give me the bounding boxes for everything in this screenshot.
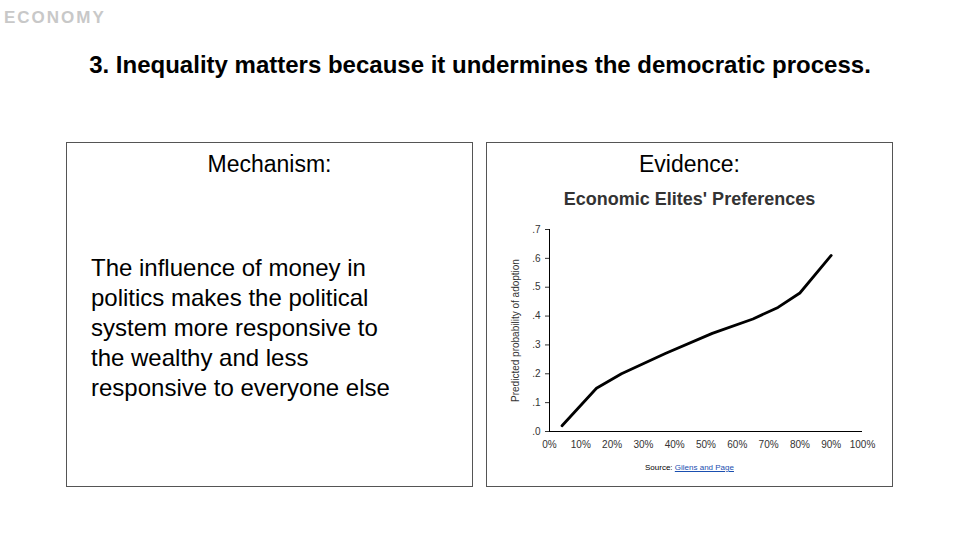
svg-text:70%: 70%	[759, 439, 779, 450]
svg-text:.1: .1	[532, 397, 541, 408]
svg-text:100%: 100%	[850, 439, 876, 450]
svg-text:.3: .3	[532, 339, 541, 350]
svg-text:20%: 20%	[602, 439, 622, 450]
svg-text:40%: 40%	[665, 439, 685, 450]
svg-text:.6: .6	[532, 253, 541, 264]
html-text:politics makes the political: politics makes the political	[91, 284, 369, 311]
html-text:the wealthy and less: the wealthy and less	[91, 344, 309, 371]
html-text:Mechanism:: Mechanism:	[207, 151, 332, 177]
svg-text:50%: 50%	[696, 439, 716, 450]
html-text:Evidence:: Evidence:	[639, 151, 740, 177]
html-text:Economic Elites' Preferences: Economic Elites' Preferences	[563, 189, 816, 209]
svg-text:Predicted probability of adopt: Predicted probability of adoption	[510, 259, 521, 402]
svg-text:30%: 30%	[633, 439, 653, 450]
svg-text:.2: .2	[532, 368, 541, 379]
html-text:ECONOMY: ECONOMY	[4, 8, 106, 27]
html-text:3. Inequality matters because: 3. Inequality matters because it undermi…	[89, 51, 871, 78]
svg-text:90%: 90%	[821, 439, 841, 450]
svg-text:60%: 60%	[727, 439, 747, 450]
svg-text:80%: 80%	[790, 439, 810, 450]
svg-text:10%: 10%	[571, 439, 591, 450]
svg-text:.4: .4	[532, 310, 541, 321]
svg-text:.5: .5	[532, 281, 541, 292]
svg-text:.7: .7	[532, 224, 541, 235]
html-text:system more responsive to: system more responsive to	[91, 314, 378, 341]
svg-text:.0: .0	[532, 426, 541, 437]
html-text:The influence of money in: The influence of money in	[91, 254, 366, 281]
svg-text:0%: 0%	[542, 439, 557, 450]
html-text:responsive to everyone else: responsive to everyone else	[91, 374, 390, 401]
html-text:Source: Gilens and Page: Source: Gilens and Page	[645, 463, 734, 472]
